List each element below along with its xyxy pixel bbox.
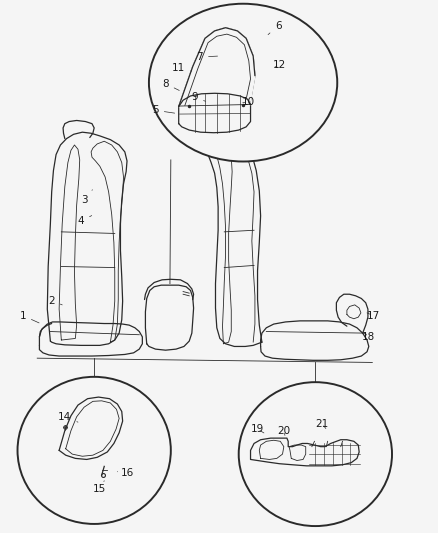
- Polygon shape: [206, 127, 262, 346]
- Text: 6: 6: [268, 21, 282, 35]
- Text: 11: 11: [172, 63, 191, 72]
- Text: 5: 5: [152, 106, 175, 115]
- Text: 20: 20: [277, 426, 290, 435]
- Ellipse shape: [239, 382, 392, 526]
- Polygon shape: [179, 93, 251, 133]
- Polygon shape: [179, 28, 255, 107]
- Text: 3: 3: [81, 190, 92, 205]
- Text: 18: 18: [362, 332, 375, 342]
- Text: 2: 2: [48, 296, 62, 305]
- Ellipse shape: [18, 377, 171, 524]
- Ellipse shape: [149, 4, 337, 161]
- Polygon shape: [39, 322, 142, 356]
- Text: 16: 16: [117, 469, 134, 478]
- Text: 4: 4: [78, 215, 92, 226]
- Polygon shape: [145, 285, 194, 350]
- Text: 7: 7: [196, 52, 218, 62]
- Text: 10: 10: [241, 98, 254, 107]
- Polygon shape: [59, 397, 123, 459]
- Text: 21: 21: [315, 419, 328, 429]
- Polygon shape: [179, 28, 255, 107]
- Text: 17: 17: [367, 311, 380, 320]
- Text: 19: 19: [251, 424, 264, 434]
- Text: 9: 9: [191, 92, 205, 102]
- Text: 1: 1: [19, 311, 39, 323]
- Text: 15: 15: [93, 481, 106, 494]
- Polygon shape: [261, 321, 369, 360]
- Polygon shape: [251, 438, 359, 466]
- Text: 12: 12: [273, 60, 286, 70]
- Polygon shape: [47, 132, 127, 345]
- Text: 8: 8: [162, 79, 179, 91]
- Text: 14: 14: [58, 412, 78, 422]
